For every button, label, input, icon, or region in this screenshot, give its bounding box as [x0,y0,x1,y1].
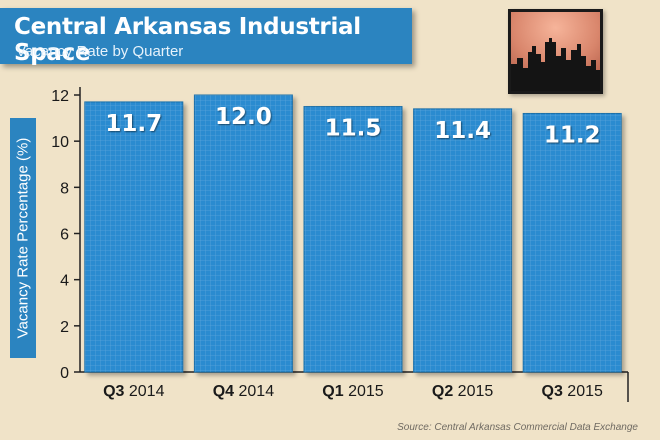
x-tick-label: Q1 2015 [322,383,383,400]
bar-value-label: 11.5 [325,116,382,142]
bar-value-label: 11.4 [434,118,491,144]
y-tick-label: 2 [60,319,69,336]
x-tick-label: Q4 2014 [213,383,274,400]
x-tick-label: Q3 2014 [103,383,164,400]
source-note: Source: Central Arkansas Commercial Data… [397,422,638,433]
y-axis-label-band [10,118,36,358]
y-tick-label: 4 [60,273,69,290]
x-tick-label: Q3 2015 [542,383,603,400]
y-tick-label: 10 [51,134,69,151]
y-tick-label: 6 [60,227,69,244]
bar-texture [194,95,293,372]
chart-subtitle: Vacancy Rate by Quarter [16,43,184,60]
bar-texture [523,113,622,372]
y-tick-label: 12 [51,88,69,105]
title-banner: Central Arkansas Industrial Space Vacanc… [0,8,412,66]
chart-title: Central Arkansas Industrial Space [14,14,361,66]
city-skyline-icon [508,9,603,94]
bar-texture [84,101,183,373]
y-tick-label: 8 [60,180,69,197]
bar-value-label: 11.2 [544,122,601,148]
x-tick-label: Q2 2015 [432,383,493,400]
bar-value-label: 12.0 [215,104,272,130]
bar-texture [304,106,402,373]
bar-value-label: 11.7 [105,111,162,137]
bar-texture [413,108,512,372]
y-tick-label: 0 [60,365,69,382]
